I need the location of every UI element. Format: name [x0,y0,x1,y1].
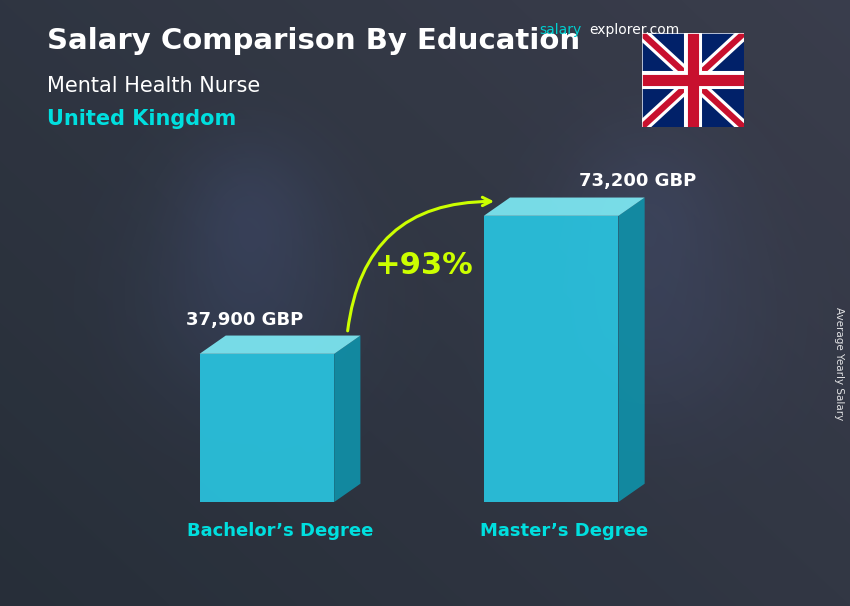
Text: Average Yearly Salary: Average Yearly Salary [834,307,844,420]
Text: Salary Comparison By Education: Salary Comparison By Education [47,27,580,55]
Text: +93%: +93% [375,251,473,280]
Polygon shape [642,33,744,127]
Text: 73,200 GBP: 73,200 GBP [579,173,696,190]
Polygon shape [200,354,334,502]
Polygon shape [200,336,360,354]
Polygon shape [619,198,644,502]
Text: salary: salary [540,23,582,37]
Text: Bachelor’s Degree: Bachelor’s Degree [187,522,373,539]
Text: Mental Health Nurse: Mental Health Nurse [47,76,260,96]
Text: 37,900 GBP: 37,900 GBP [186,310,303,328]
Text: United Kingdom: United Kingdom [47,109,236,129]
Polygon shape [484,198,644,216]
Text: explorer.com: explorer.com [589,23,679,37]
Text: Master’s Degree: Master’s Degree [480,522,649,539]
Polygon shape [484,216,619,502]
Polygon shape [334,336,360,502]
